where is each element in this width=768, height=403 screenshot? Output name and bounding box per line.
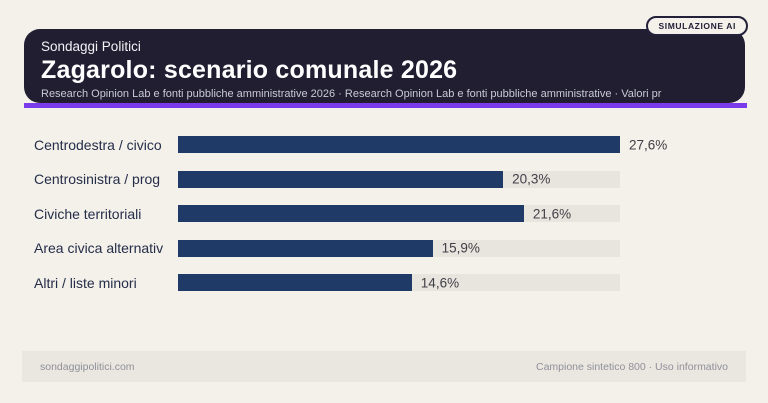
bar-value-label: 20,3% <box>512 171 551 187</box>
bar-track: 20,3% <box>178 170 620 188</box>
horizontal-bar-chart: Centrodestra / civico 27,6% Centrosinist… <box>24 136 744 309</box>
bar-category-label: Centrosinistra / prog <box>34 171 161 187</box>
bar-value-label: 27,6% <box>629 137 668 152</box>
bar-fill <box>178 170 504 188</box>
bar-fill <box>178 136 620 153</box>
footer-bar: sondaggipolitici.com Campione sintetico … <box>22 351 746 382</box>
bar-value-label: 21,6% <box>532 206 572 221</box>
bar-row: Centrosinistra / prog 20,3% <box>24 170 744 188</box>
bar-category-label: Altri / liste minori <box>34 274 137 291</box>
bar-fill <box>178 205 524 222</box>
footer-sample-note: Campione sintetico 800 · Uso informativo <box>535 360 728 373</box>
bar-fill <box>178 274 412 291</box>
brand-kicker: Sondaggi Politici <box>41 39 141 54</box>
bar-row: Altri / liste minori 14,6% <box>24 274 744 291</box>
source-subtitle: Research Opinion Lab e fonti pubbliche a… <box>41 88 662 100</box>
bar-track: 27,6% <box>178 136 667 153</box>
bar-track: 14,6% <box>178 274 620 291</box>
accent-divider <box>24 103 747 108</box>
bar-category-label: Centrodestra / civico <box>34 136 162 153</box>
bar-row: Centrodestra / civico 27,6% <box>24 136 744 153</box>
footer-site-text: sondaggipolitici.com <box>40 360 135 373</box>
bar-value-label: 14,6% <box>420 275 460 290</box>
page-title: Zagarolo: scenario comunale 2026 <box>41 56 458 84</box>
bar-row: Civiche territoriali 21,6% <box>24 205 744 222</box>
bar-row: Area civica alternativ 15,9% <box>24 239 744 257</box>
bar-value-label: 15,9% <box>441 240 480 256</box>
report-header: Sondaggi Politici Zagarolo: scenario com… <box>24 29 745 103</box>
bar-fill <box>178 239 433 257</box>
bar-track: 15,9% <box>178 239 620 257</box>
simulation-badge: SIMULAZIONE AI <box>645 16 748 36</box>
bar-track: 21,6% <box>178 205 620 222</box>
bar-category-label: Civiche territoriali <box>34 205 142 222</box>
bar-category-label: Area civica alternativ <box>34 240 164 256</box>
